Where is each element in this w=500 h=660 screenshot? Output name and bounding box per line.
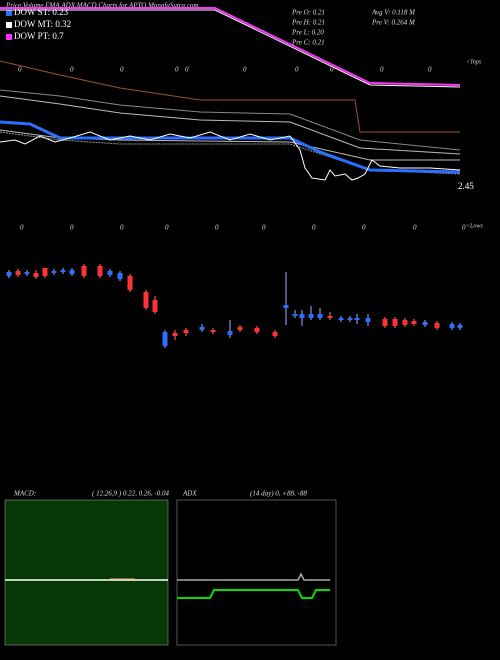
- adx-params: (14 day) 0, +88, -88: [250, 490, 307, 498]
- markers: 0 0 0 0 0 0 0 0 0 00 0 0 0 0 0 0 0 0 0: [18, 66, 466, 232]
- dow-st-line: [0, 120, 461, 174]
- price-line: [0, 131, 461, 181]
- candle-body: [327, 316, 333, 318]
- candle-body: [449, 324, 455, 328]
- candle-body: [24, 272, 30, 274]
- top-marker: 0: [243, 66, 247, 74]
- adx-line: [177, 572, 330, 581]
- legend-label: DOW MT: 0.32: [14, 19, 71, 29]
- candle-body: [347, 318, 353, 320]
- candle-body: [162, 332, 168, 346]
- top-marker: 0: [120, 66, 124, 74]
- low-marker: 0: [20, 224, 24, 232]
- candle-body: [308, 314, 314, 318]
- candle-body: [254, 328, 260, 332]
- adx-label: ADX: [182, 490, 197, 498]
- legend-label: DOW ST: 0.23: [14, 7, 69, 17]
- band-line: [0, 89, 461, 151]
- prev-low: Pre L: 0.20: [291, 29, 324, 37]
- candle-body: [183, 330, 189, 333]
- ema-line: [0, 60, 460, 133]
- band-line: [0, 131, 461, 175]
- candle-body: [33, 273, 39, 277]
- candles: [6, 264, 463, 348]
- dow-mt-line: [0, 9, 461, 88]
- candle-body: [299, 314, 305, 318]
- low-marker: 0: [70, 224, 74, 232]
- candle-body: [81, 266, 87, 276]
- candle-body: [199, 327, 205, 330]
- candle-body: [382, 319, 388, 326]
- candle-body: [365, 318, 371, 322]
- candle-body: [152, 300, 158, 312]
- adx-panel: [176, 499, 337, 646]
- low-marker: 0: [462, 224, 466, 232]
- candle-body: [172, 333, 178, 336]
- low-marker: 0: [312, 224, 316, 232]
- candle-body: [69, 270, 75, 274]
- top-marker: 0: [330, 66, 334, 74]
- prev-volume: Pre V: 0.264 M: [371, 19, 416, 27]
- top-marker: 0: [175, 66, 179, 74]
- candle-body: [402, 320, 408, 325]
- legend-swatch: [6, 22, 12, 28]
- page-title: Price,Volume,EMA,ADX,MACD Charts for APT…: [5, 2, 198, 10]
- dow-pt-line: [0, 7, 461, 86]
- candle-body: [338, 318, 344, 320]
- top-marker: 0: [380, 66, 384, 74]
- macd-label: MACD:: [13, 490, 36, 498]
- candle-body: [97, 266, 103, 276]
- legend-swatch: [6, 10, 12, 16]
- legend-label: DOW PT: 0.7: [14, 31, 64, 41]
- legend-swatch: [6, 34, 12, 40]
- low-marker: 0: [262, 224, 266, 232]
- candle-body: [237, 327, 243, 330]
- candle-body: [422, 322, 428, 325]
- candle-body: [292, 314, 298, 316]
- candle-body: [15, 271, 21, 275]
- candle-body: [411, 321, 417, 324]
- candle-body: [392, 319, 398, 326]
- top-marker: 0: [428, 66, 432, 74]
- candle-body: [6, 272, 12, 276]
- candle-body: [127, 276, 133, 290]
- price-lines: [0, 7, 461, 181]
- top-marker: 0: [18, 66, 22, 74]
- candle-body: [210, 330, 216, 332]
- candle-body: [143, 292, 149, 308]
- candle-body: [107, 271, 113, 275]
- price-label: 2.45: [458, 181, 474, 191]
- candle-body: [354, 318, 360, 320]
- prev-high: Pre H: 0.21: [291, 19, 325, 27]
- top-marker: 0: [185, 66, 189, 74]
- candle-body: [283, 305, 289, 308]
- avg-volume: Avg V: 0.118 M: [371, 9, 416, 17]
- low-marker: 0: [413, 224, 417, 232]
- prev-open: Pre O: 0.21: [291, 9, 325, 17]
- low-marker: 0: [362, 224, 366, 232]
- candle-body: [227, 331, 233, 335]
- low-marker: 0: [165, 224, 169, 232]
- band-line: [0, 95, 461, 155]
- candle-body: [60, 270, 66, 272]
- prev-close: Pre C: 0.21: [291, 39, 325, 47]
- top-marker: 0: [70, 66, 74, 74]
- macd-panel: [4, 499, 169, 646]
- top-marker: 0: [295, 66, 299, 74]
- candle-body: [457, 325, 463, 328]
- low-marker: 0: [120, 224, 124, 232]
- macd-params: ( 12,26,9 ) 0.22, 0.26, -0.04: [92, 490, 169, 498]
- candle-body: [117, 273, 123, 279]
- candle-body: [434, 323, 440, 328]
- band-line: [0, 129, 460, 161]
- di-line: [177, 589, 330, 599]
- tops-label: <Tops: [466, 59, 482, 65]
- candle-body: [51, 271, 57, 273]
- lows-label: <Lows: [466, 223, 483, 229]
- candle-body: [42, 268, 48, 276]
- candle-body: [317, 314, 323, 318]
- candle-body: [272, 332, 278, 336]
- low-marker: 0: [215, 224, 219, 232]
